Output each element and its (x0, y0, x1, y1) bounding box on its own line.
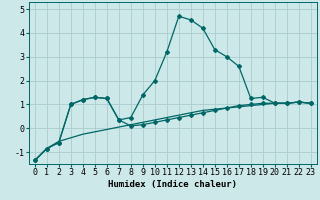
X-axis label: Humidex (Indice chaleur): Humidex (Indice chaleur) (108, 180, 237, 189)
